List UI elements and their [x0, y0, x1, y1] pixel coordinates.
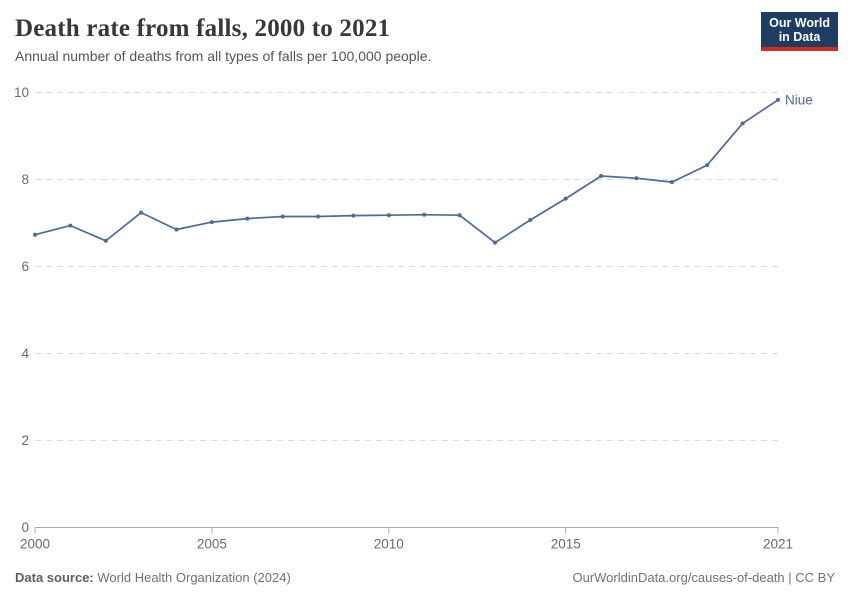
data-point[interactable]: [139, 210, 144, 215]
y-tick-label: 2: [21, 433, 29, 448]
data-point[interactable]: [68, 223, 73, 228]
data-point[interactable]: [351, 213, 356, 218]
y-tick-label: 10: [14, 85, 29, 100]
chart-header: Death rate from falls, 2000 to 2021 Annu…: [0, 0, 850, 80]
data-point[interactable]: [457, 213, 462, 218]
credit: OurWorldinData.org/causes-of-death | CC …: [572, 570, 835, 600]
data-point[interactable]: [209, 220, 214, 225]
owid-logo-line2: in Data: [778, 30, 821, 44]
chart-subtitle: Annual number of deaths from all types o…: [15, 48, 432, 64]
data-point[interactable]: [245, 216, 250, 221]
data-point[interactable]: [705, 163, 710, 168]
series-line: [34, 99, 779, 244]
license-label: CC BY: [795, 570, 835, 585]
owid-logo-line1: Our World: [769, 16, 830, 30]
data-source-label: Data source:: [15, 570, 94, 585]
data-point[interactable]: [386, 213, 391, 218]
data-point[interactable]: [776, 97, 780, 102]
data-point[interactable]: [599, 174, 604, 178]
x-tick-label: 2000: [20, 537, 50, 552]
x-tick-label: 2010: [374, 537, 404, 552]
credit-separator: |: [784, 570, 796, 585]
y-tick-label: 6: [21, 259, 29, 274]
y-tick-label: 4: [21, 346, 29, 361]
data-point[interactable]: [669, 180, 674, 185]
data-point[interactable]: [528, 218, 533, 222]
x-tick-label: 2005: [197, 537, 227, 552]
data-point[interactable]: [280, 214, 285, 219]
data-point[interactable]: [740, 121, 745, 126]
x-tick-label: 2021: [763, 537, 793, 552]
data-point[interactable]: [316, 214, 320, 219]
page-title: Death rate from falls, 2000 to 2021: [15, 15, 391, 42]
owid-logo[interactable]: Our World in Data: [761, 12, 838, 51]
chart-area: 0 2 4 6 8 10 2000 2005 2010 2015 2021 Niue: [0, 80, 850, 558]
x-tick-label: 2015: [551, 537, 581, 552]
data-point[interactable]: [493, 240, 497, 245]
y-tick-label: 0: [21, 520, 29, 535]
y-tick-label: 8: [21, 172, 29, 187]
data-point[interactable]: [174, 227, 179, 232]
data-point[interactable]: [563, 196, 568, 201]
data-source-value: World Health Organization (2024): [97, 570, 291, 585]
data-point[interactable]: [422, 212, 427, 217]
credit-link[interactable]: OurWorldinData.org/causes-of-death: [572, 570, 785, 585]
chart-canvas[interactable]: 0 2 4 6 8 10 2000 2005 2010 2015 2021 Niue: [0, 80, 850, 558]
series-end-label[interactable]: Niue: [785, 92, 813, 107]
chart-footer: Data source: World Health Organization (…: [0, 558, 850, 600]
data-point[interactable]: [634, 176, 639, 181]
data-source: Data source: World Health Organization (…: [15, 570, 291, 600]
data-point[interactable]: [33, 232, 37, 237]
data-point[interactable]: [103, 238, 108, 243]
